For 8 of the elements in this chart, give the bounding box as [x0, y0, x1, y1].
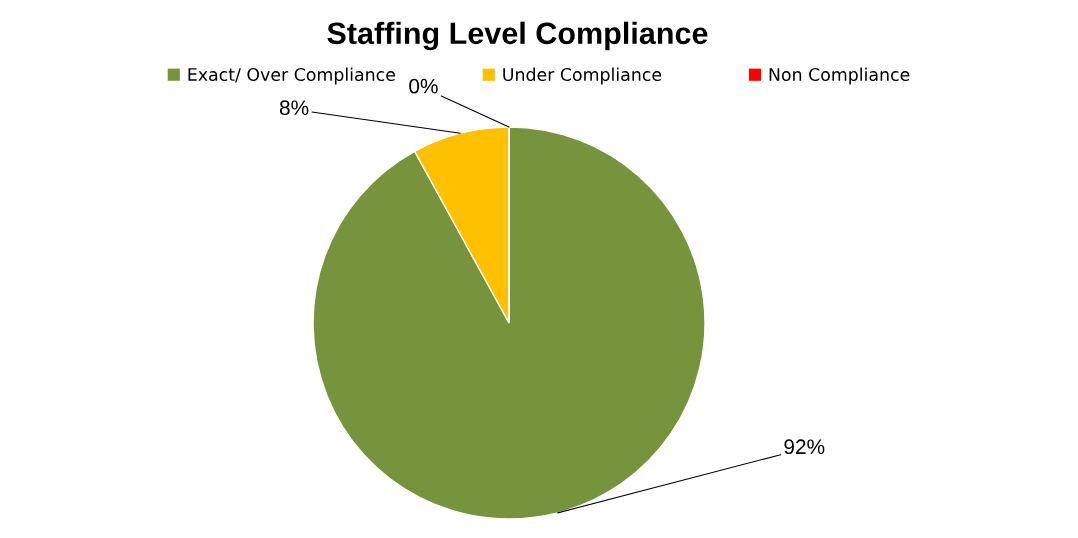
legend-label: Under Compliance	[503, 67, 662, 85]
legend-label: Exact/ Over Compliance	[188, 67, 395, 85]
pie-slice	[312, 126, 706, 520]
legend-label: Non Compliance	[769, 67, 910, 85]
data-label: 8%	[279, 100, 309, 116]
data-label: 92%	[784, 439, 825, 455]
chart-title: Staffing Level Compliance	[327, 21, 708, 51]
text: 0%	[409, 78, 438, 94]
